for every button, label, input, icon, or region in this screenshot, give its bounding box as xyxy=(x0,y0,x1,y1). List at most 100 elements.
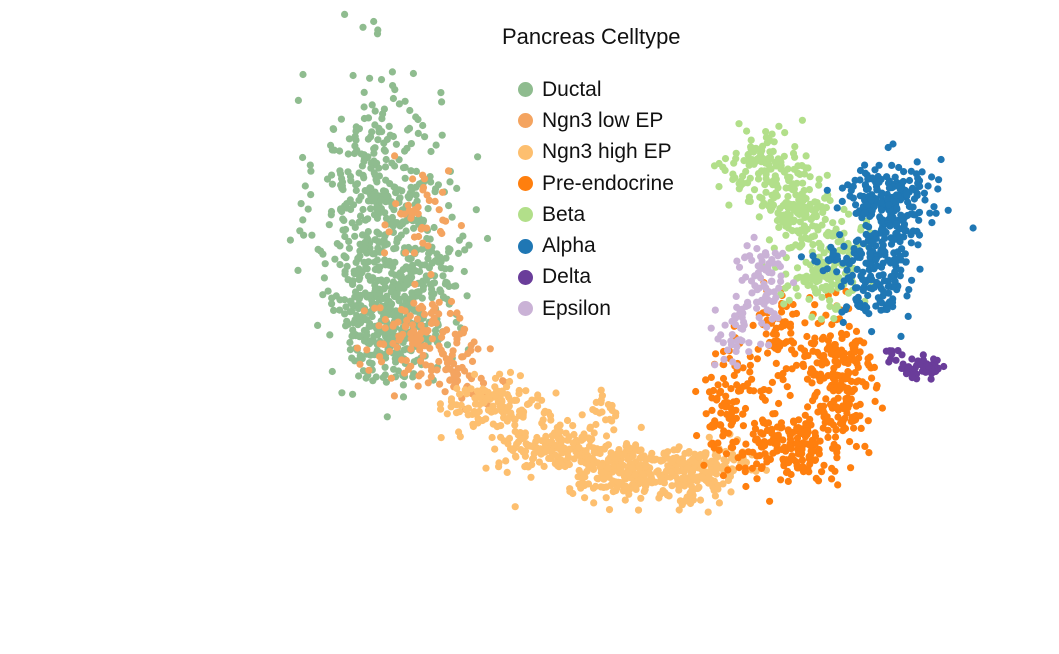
data-point xyxy=(512,396,521,404)
data-point xyxy=(417,357,425,365)
data-point xyxy=(852,237,861,246)
data-point xyxy=(782,468,791,477)
data-point xyxy=(392,140,400,148)
data-point xyxy=(604,457,612,465)
data-point xyxy=(771,249,779,257)
data-point xyxy=(552,451,560,459)
data-point xyxy=(763,323,771,331)
data-point xyxy=(590,448,598,456)
data-point xyxy=(719,472,728,480)
data-point xyxy=(729,358,737,366)
data-point xyxy=(438,131,446,139)
data-point xyxy=(406,192,414,200)
data-point xyxy=(800,186,808,195)
data-point xyxy=(356,212,365,220)
data-point xyxy=(770,288,778,296)
data-point xyxy=(519,413,527,421)
data-point xyxy=(746,158,754,166)
data-point xyxy=(446,246,454,254)
data-point xyxy=(482,464,490,472)
data-point xyxy=(724,346,732,354)
data-point xyxy=(823,171,831,179)
data-point xyxy=(404,255,412,263)
data-point xyxy=(376,353,384,361)
data-point xyxy=(506,368,515,376)
data-point xyxy=(924,182,932,190)
data-point xyxy=(452,409,461,417)
data-point xyxy=(424,205,432,213)
data-point xyxy=(732,149,740,157)
data-point xyxy=(319,291,327,299)
data-point xyxy=(758,319,766,327)
data-point xyxy=(833,454,841,462)
data-point xyxy=(830,397,838,405)
legend-swatch xyxy=(518,82,533,98)
data-point xyxy=(477,392,485,400)
data-point xyxy=(419,183,428,192)
data-point xyxy=(761,396,769,404)
data-point xyxy=(530,450,538,458)
data-point xyxy=(426,344,434,352)
data-point xyxy=(885,298,894,306)
data-point xyxy=(380,249,389,257)
data-point xyxy=(892,356,900,364)
data-point xyxy=(382,214,391,222)
data-point xyxy=(359,367,368,375)
data-point xyxy=(863,184,871,192)
data-point xyxy=(320,274,328,282)
data-point xyxy=(739,410,747,418)
data-point xyxy=(485,394,493,402)
data-point xyxy=(784,477,792,485)
data-point xyxy=(820,409,828,417)
data-point xyxy=(824,426,832,434)
data-point xyxy=(456,433,464,441)
data-point xyxy=(445,282,453,290)
data-point xyxy=(794,162,802,170)
data-point xyxy=(768,130,776,138)
data-point xyxy=(496,402,504,410)
data-point xyxy=(713,396,721,404)
data-point xyxy=(445,365,454,373)
data-point xyxy=(444,167,453,175)
data-point xyxy=(393,343,401,352)
series-ngn3-high-ep xyxy=(436,368,773,516)
data-point xyxy=(431,197,439,205)
data-point xyxy=(845,388,853,396)
data-point xyxy=(940,362,948,371)
data-point xyxy=(739,364,747,372)
data-point xyxy=(833,204,841,212)
data-point xyxy=(391,258,399,266)
data-point xyxy=(864,359,872,367)
data-point xyxy=(828,280,837,289)
data-point xyxy=(374,244,382,252)
legend: Ductal Ngn3 low EP Ngn3 high EP Pre-endocri… xyxy=(518,74,674,324)
data-point xyxy=(748,256,756,264)
data-point xyxy=(839,427,847,435)
data-point xyxy=(729,175,737,184)
data-point xyxy=(710,162,719,170)
data-point xyxy=(467,385,475,393)
data-point xyxy=(796,218,804,226)
data-point xyxy=(695,453,704,461)
data-point xyxy=(823,186,831,194)
data-point xyxy=(871,397,879,405)
data-point xyxy=(852,327,861,335)
data-point xyxy=(720,456,728,464)
data-point xyxy=(481,387,489,395)
data-point xyxy=(364,197,373,205)
data-point xyxy=(878,206,886,214)
data-point xyxy=(850,245,858,253)
data-point xyxy=(782,231,790,239)
data-point xyxy=(346,338,354,347)
data-point xyxy=(831,377,839,385)
data-point xyxy=(676,481,685,489)
data-point xyxy=(772,294,780,302)
data-point xyxy=(427,247,436,255)
data-point xyxy=(720,355,728,363)
data-point xyxy=(790,279,798,287)
data-point xyxy=(811,301,819,309)
data-point xyxy=(533,433,541,442)
data-point xyxy=(906,202,914,211)
data-point xyxy=(348,279,356,287)
data-point xyxy=(363,346,371,354)
